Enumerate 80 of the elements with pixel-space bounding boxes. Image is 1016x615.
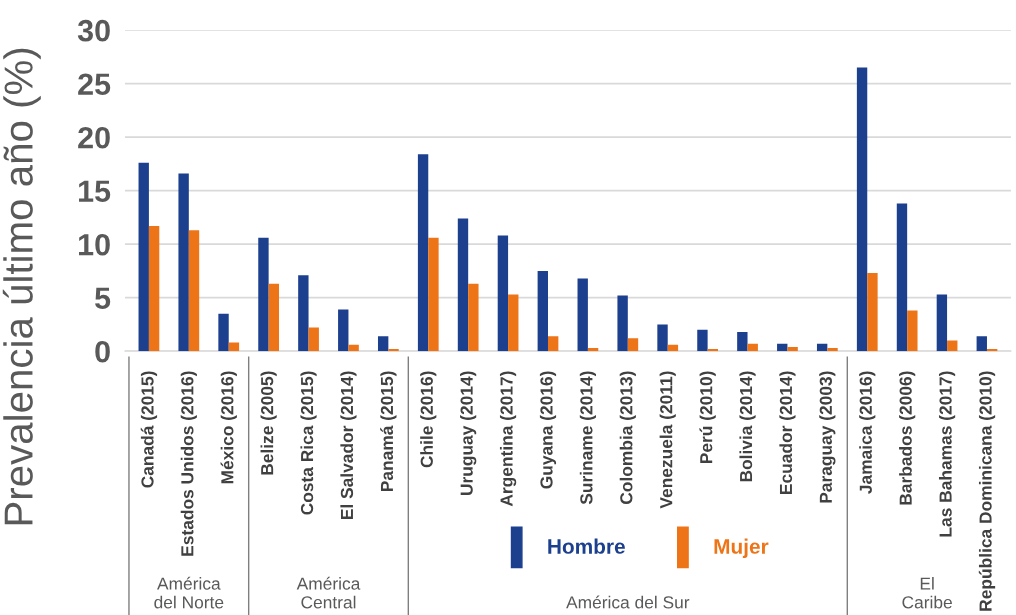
text: América del Norte <box>154 576 224 609</box>
bar <box>896 203 908 352</box>
bar <box>497 235 509 352</box>
bar <box>936 294 948 352</box>
x-tick-label: Ecuador (2014) <box>779 371 796 494</box>
bar <box>867 273 878 352</box>
bar <box>947 340 958 352</box>
bar <box>308 327 319 352</box>
x-tick-label: Costa Rica (2015) <box>300 371 317 515</box>
bar <box>657 324 668 352</box>
y-tick-label: 25 <box>78 73 111 96</box>
bar <box>827 347 838 352</box>
bar <box>377 336 389 352</box>
bar <box>268 283 280 352</box>
bar <box>667 344 679 352</box>
bar <box>787 346 798 352</box>
y-tick-label: 30 <box>77 19 110 42</box>
x-tick-label: Guyana (2016) <box>539 371 557 489</box>
x-tick-label: Paraguay (2003) <box>819 371 836 503</box>
legend-label: Mujer <box>714 538 769 558</box>
bar <box>388 349 399 352</box>
bar <box>537 270 548 352</box>
x-tick-label: Barbados (2006) <box>899 371 916 505</box>
x-tick-label: México (2016) <box>220 371 237 484</box>
x-tick-label: Bolivia (2014) <box>739 371 756 482</box>
text: América del Sur <box>566 595 690 609</box>
x-tick-label: Panamá (2015) <box>380 371 397 492</box>
bar <box>457 218 469 352</box>
bar <box>697 329 708 352</box>
bar <box>907 310 918 352</box>
bar <box>188 230 200 352</box>
bar <box>737 331 748 352</box>
bar <box>508 294 519 352</box>
y-tick-label: 5 <box>95 287 111 310</box>
x-tick-label: Estados Unidos (2016) <box>180 371 197 556</box>
bar <box>747 343 758 352</box>
x-tick-label: Belize (2005) <box>260 371 277 475</box>
y-tick-label: 15 <box>79 180 111 203</box>
x-tick-label: Las Bahamas (2017) <box>938 371 956 537</box>
y-tick-label: 10 <box>79 233 110 256</box>
x-tick-label: Jamaica (2016) <box>859 371 876 494</box>
x-tick-label: El Salvador (2014) <box>340 371 357 520</box>
bar <box>986 349 998 352</box>
bar <box>338 309 349 352</box>
x-tick-label: Chile (2016) <box>420 371 437 468</box>
x-tick-label: Argentina (2017) <box>499 371 517 507</box>
x-tick-label: Colombia (2013) <box>619 371 636 504</box>
bar <box>298 275 309 352</box>
bar <box>777 343 788 352</box>
bar <box>587 347 599 352</box>
bar <box>148 225 160 352</box>
bar <box>627 338 639 352</box>
x-tick-label: Suriname (2014) <box>579 371 596 505</box>
y-axis-title: Prevalencia último año (%) <box>2 48 41 525</box>
bar <box>816 343 828 352</box>
y-tick-label: 20 <box>78 126 110 149</box>
x-tick-label: Uruguay (2014) <box>460 371 477 495</box>
bar <box>138 162 149 352</box>
bar <box>976 336 987 352</box>
text: América Central <box>296 576 361 609</box>
legend-label: Hombre <box>548 538 625 554</box>
bar <box>856 67 868 352</box>
bar <box>417 154 429 352</box>
bar <box>428 237 439 352</box>
bar <box>178 173 189 352</box>
bar <box>258 237 269 352</box>
text: El Caribe <box>902 577 952 609</box>
bar <box>617 295 628 352</box>
x-tick-label: Venezuela (2011) <box>659 371 676 509</box>
x-tick-label: Perú (2010) <box>699 371 716 464</box>
bar <box>228 342 240 352</box>
bar <box>348 344 359 352</box>
y-tick-label: 0 <box>95 340 110 363</box>
bar <box>707 349 718 352</box>
bar <box>547 336 559 352</box>
bar <box>468 283 479 352</box>
bar <box>577 278 588 352</box>
x-tick-label: Canadá (2015) <box>140 371 158 488</box>
x-tick-label: República Dominicana (2010) <box>978 371 996 611</box>
bar <box>218 313 229 352</box>
